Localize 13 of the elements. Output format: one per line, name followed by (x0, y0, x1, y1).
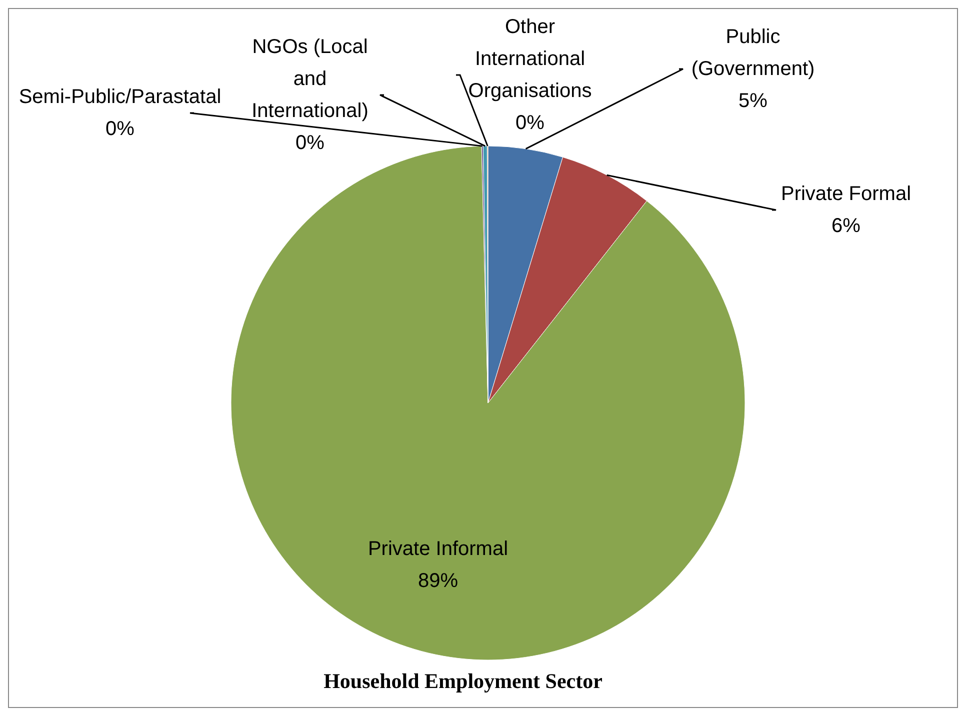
slice-label: Other International Organisations (468, 16, 592, 102)
slice-label: Private Formal (780, 183, 912, 205)
data-label: 89% (418, 570, 458, 592)
data-label: 5% (738, 90, 768, 112)
slice-label: NGOs (Local and International) (252, 36, 368, 122)
slice-label: Public (Government) (691, 26, 815, 80)
slice-label: Semi-Public/Parastatal (18, 86, 222, 108)
data-label: 0% (516, 112, 545, 134)
text: Household Employment Sector (324, 669, 602, 693)
data-label: 0% (106, 118, 135, 140)
data-label: 6% (832, 215, 861, 237)
slice-label: Private Informal (368, 538, 508, 560)
data-label: 0% (296, 132, 325, 154)
